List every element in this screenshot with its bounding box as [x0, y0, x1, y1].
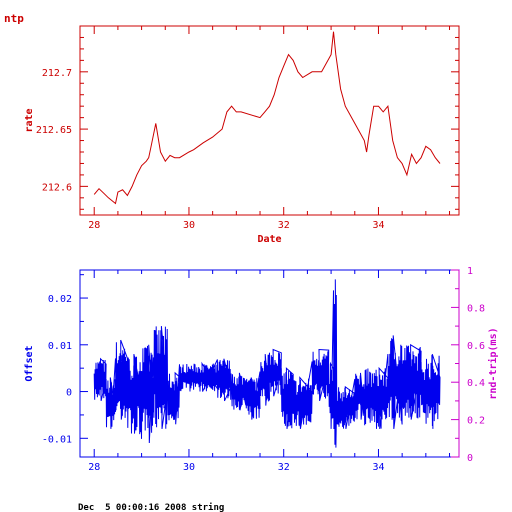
- y2-tick-label: 0.8: [467, 303, 485, 314]
- x-tick-label: 34: [372, 220, 384, 231]
- x-tick-label: 34: [372, 462, 384, 473]
- rate-chart-y-label: rate: [24, 108, 35, 132]
- y-tick-label: 212.7: [42, 68, 72, 79]
- x-tick-label: 32: [278, 462, 290, 473]
- y-tick-label: 0: [66, 388, 72, 399]
- x-tick-label: 30: [183, 220, 195, 231]
- x-tick-label: 28: [88, 462, 100, 473]
- y2-tick-label: 0: [467, 453, 473, 464]
- app-label: ntp: [4, 12, 24, 25]
- y2-tick-label: 1: [467, 266, 473, 277]
- rate-chart: 28 30 32 34 212.6 212.65 212.7 Date rate: [24, 25, 460, 245]
- rate-chart-tick-labels: 28 30 32 34 212.6 212.65 212.7: [36, 68, 385, 231]
- y2-tick-label: 0.4: [467, 378, 485, 389]
- roundtrip-axis-label: rnd-trip(ms): [487, 327, 499, 399]
- rate-chart-ticks: [80, 25, 459, 215]
- roundtrip-axis-tick-labels: 0 0.2 0.4 0.6 0.8 1: [467, 266, 485, 464]
- x-tick-label: 28: [88, 220, 100, 231]
- y-tick-label: 0.02: [48, 294, 72, 305]
- offset-chart: 28 30 32 34 -0.01 0 0.01 0.02 0 0.2 0.4 0.6 0.8 1 Of…: [24, 266, 499, 473]
- y-tick-label: 212.6: [42, 182, 72, 193]
- y-tick-label: 0.01: [48, 341, 72, 352]
- rate-chart-x-label: Date: [257, 234, 281, 245]
- y2-tick-label: 0.2: [467, 416, 485, 427]
- y-tick-label: -0.01: [42, 434, 72, 445]
- x-tick-label: 32: [278, 220, 290, 231]
- x-tick-label: 30: [183, 462, 195, 473]
- y-tick-label: 212.65: [36, 125, 72, 136]
- offset-chart-tick-labels: 28 30 32 34 -0.01 0 0.01 0.02: [42, 294, 385, 473]
- footer-timestamp: Dec 5 00:00:16 2008 string: [78, 502, 224, 512]
- rate-chart-frame: [79, 25, 460, 216]
- rate-series-line: [93, 31, 441, 205]
- y2-tick-label: 0.6: [467, 341, 485, 352]
- offset-series-line: [93, 279, 441, 448]
- roundtrip-axis-ticks: [451, 269, 460, 458]
- offset-chart-y-label: Offset: [24, 345, 35, 381]
- offset-chart-ticks: [80, 270, 451, 457]
